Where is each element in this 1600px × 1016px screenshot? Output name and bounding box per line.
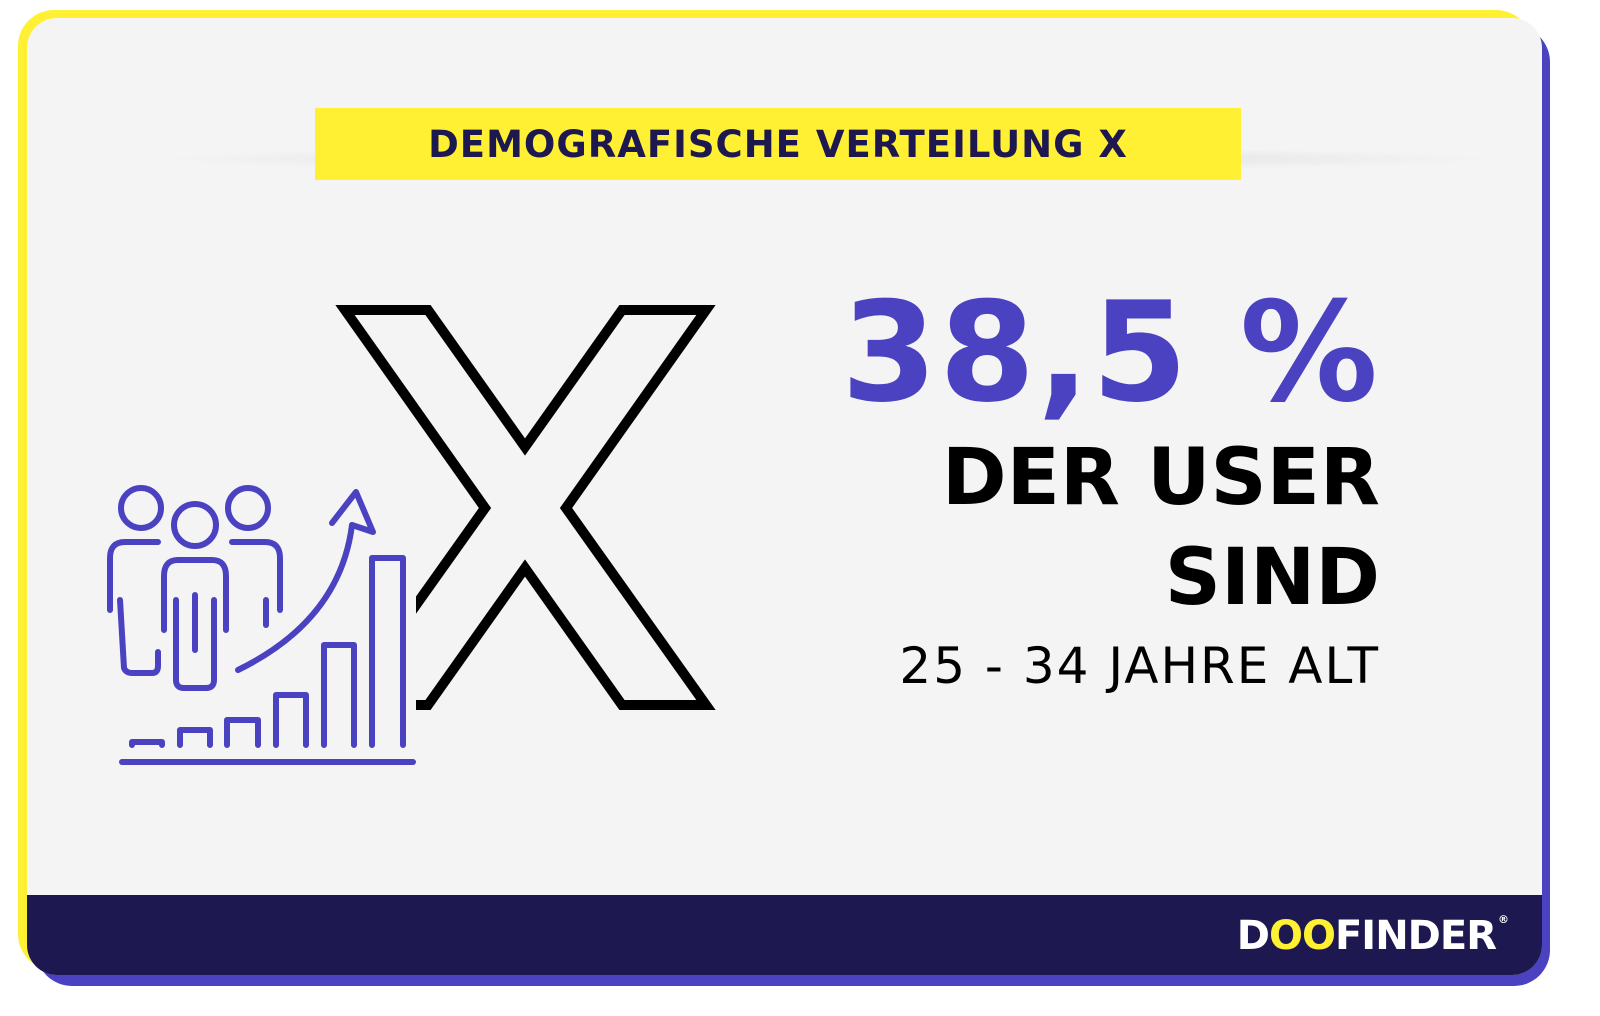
title-banner: DEMOGRAFISCHE VERTEILUNG X bbox=[315, 108, 1241, 180]
logo-prefix: D bbox=[1236, 913, 1270, 959]
age-range: 25 - 34 JAHRE ALT bbox=[899, 637, 1380, 695]
logo-oo: OO bbox=[1268, 913, 1336, 959]
stat-line-1: DER USER bbox=[941, 433, 1380, 523]
logo-suffix: FINDER bbox=[1334, 913, 1497, 959]
infographic-card: DEMOGRAFISCHE VERTEILUNG X bbox=[27, 18, 1542, 975]
x-logo-icon bbox=[330, 305, 716, 715]
page-title: DEMOGRAFISCHE VERTEILUNG X bbox=[428, 122, 1128, 166]
footer-bar: D OO FINDER ® bbox=[27, 895, 1542, 975]
stat-line-2: SIND bbox=[1164, 533, 1380, 623]
registered-mark: ® bbox=[1498, 913, 1509, 926]
statistic-block: 38,5 % DER USER SIND 25 - 34 JAHRE ALT bbox=[841, 278, 1380, 704]
x-logo-and-growth-icon bbox=[107, 305, 716, 765]
doofinder-logo: D OO FINDER ® bbox=[1236, 913, 1509, 959]
people-growth-icon bbox=[107, 485, 416, 765]
percent-value: 38,5 % bbox=[841, 272, 1380, 433]
